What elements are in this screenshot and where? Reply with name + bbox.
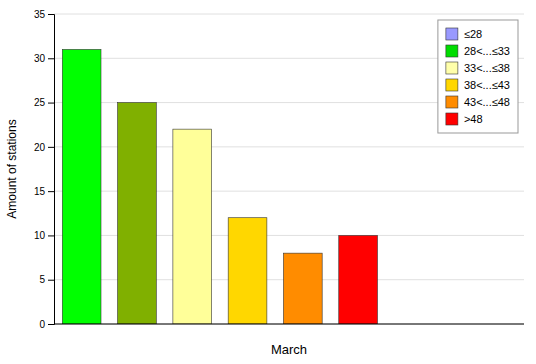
y-tick: 5 [39,274,54,285]
legend-item: 38<...≤43 [446,79,510,91]
legend-item: 33<...≤38 [446,62,510,74]
y-tick: 30 [34,53,54,64]
legend-label: 43<...≤48 [464,96,510,108]
y-tick-label: 20 [34,142,46,153]
y-tick-mark [48,235,54,236]
grid [54,14,524,324]
y-tick-mark [48,324,54,325]
legend-label: 38<...≤43 [464,79,510,91]
legend-box [438,20,518,133]
legend-label: 28<...≤33 [464,45,510,57]
legend-swatch [446,62,458,74]
y-tick-label: 35 [34,9,46,20]
legend: ≤28 28<...≤33 33<...≤38 38<...≤43 43<...≤48 >… [438,20,518,133]
bar [173,129,212,324]
bars [62,49,377,324]
y-tick-label: 0 [39,319,45,330]
legend-item: ≤28 [446,28,482,40]
bar [283,253,322,324]
chart-svg: 0 5 10 15 20 25 30 35 ≤28 28<...≤33 33<...≤38 38<..… [0,0,536,364]
plot-area: 0 5 10 15 20 25 30 35 ≤28 28<...≤33 33<...≤38 38<..… [34,9,524,330]
legend-item: >48 [446,113,483,125]
grid-line [54,324,524,325]
y-tick-label: 10 [34,230,46,241]
legend-swatch [446,45,458,57]
y-tick: 0 [39,319,54,330]
y-tick-label: 25 [34,97,46,108]
y-tick-mark [48,58,54,59]
y-tick-mark [48,14,54,15]
grid-line [54,14,524,15]
y-tick-label: 5 [39,274,45,285]
y-tick: 35 [34,9,54,20]
y-tick-label: 15 [34,186,46,197]
y-axis-title: Amount of stations [5,119,19,218]
legend-label: 33<...≤38 [464,62,510,74]
y-tick: 15 [34,186,54,197]
y-tick-mark [48,103,54,104]
y-tick: 20 [34,142,54,153]
chart-container: 0 5 10 15 20 25 30 35 ≤28 28<...≤33 33<...≤38 38<..… [0,0,536,364]
y-tick-mark [48,147,54,148]
bar [62,49,101,324]
y-tick: 10 [34,230,54,241]
legend-label: ≤28 [464,28,482,40]
legend-swatch [446,96,458,108]
y-axis-line [48,15,55,325]
legend-swatch [446,113,458,125]
y-tick-mark [48,191,54,192]
legend-swatch [446,79,458,91]
y-tick-label: 30 [34,53,46,64]
bar [339,235,378,324]
x-axis-title: March [271,342,307,357]
legend-swatch [446,28,458,40]
x-axis-line [54,324,524,325]
legend-label: >48 [464,113,483,125]
legend-item: 43<...≤48 [446,96,510,108]
y-tick: 25 [34,97,54,108]
y-axis: 0 5 10 15 20 25 30 35 [34,9,55,330]
bar [118,103,157,324]
y-tick-mark [48,280,54,281]
legend-item: 28<...≤33 [446,45,510,57]
bar [228,218,267,324]
